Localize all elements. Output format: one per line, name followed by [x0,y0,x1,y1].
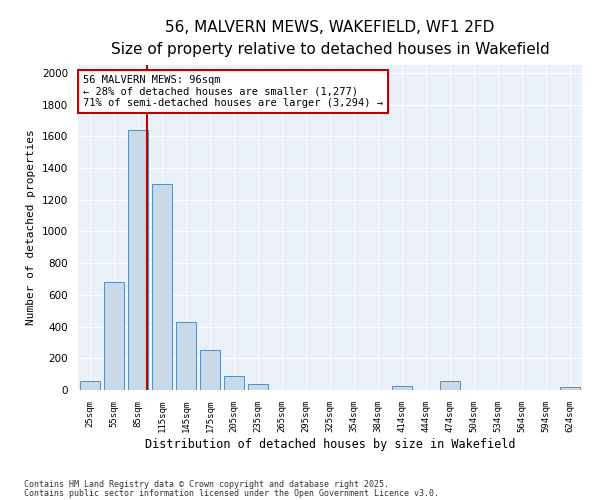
Text: Contains HM Land Registry data © Crown copyright and database right 2025.: Contains HM Land Registry data © Crown c… [24,480,389,489]
X-axis label: Distribution of detached houses by size in Wakefield: Distribution of detached houses by size … [145,438,515,450]
Bar [200,350,220,390]
Bar [80,382,100,390]
Title: 56, MALVERN MEWS, WAKEFIELD, WF1 2FD
Size of property relative to detached house: 56, MALVERN MEWS, WAKEFIELD, WF1 2FD Siz… [110,20,550,57]
Bar [152,184,172,390]
Text: 56 MALVERN MEWS: 96sqm
← 28% of detached houses are smaller (1,277)
71% of semi-: 56 MALVERN MEWS: 96sqm ← 28% of detached… [83,74,383,108]
Bar [440,382,460,390]
Text: Contains public sector information licensed under the Open Government Licence v3: Contains public sector information licen… [24,488,439,498]
Y-axis label: Number of detached properties: Number of detached properties [26,130,37,326]
Bar [392,386,412,390]
Bar [224,376,244,390]
Bar [248,384,268,390]
Bar [176,322,196,390]
Bar [104,282,124,390]
Bar [560,387,580,390]
Bar [128,130,148,390]
